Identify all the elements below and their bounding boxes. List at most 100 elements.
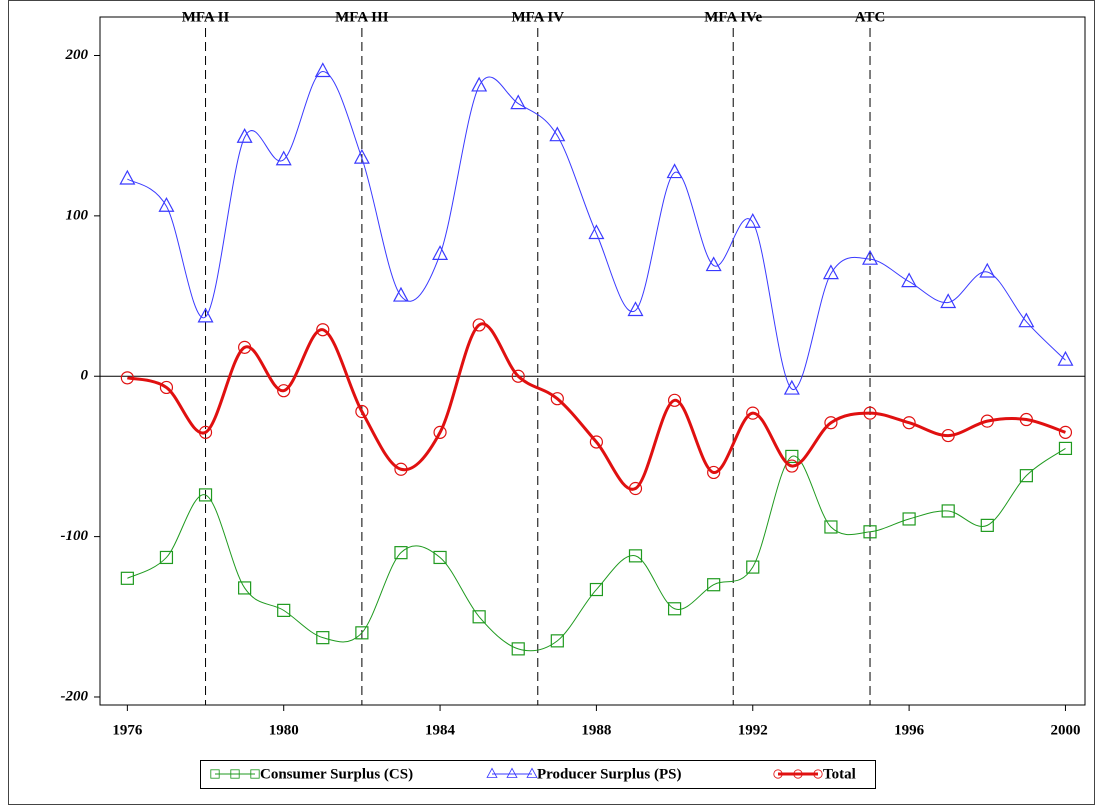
point — [746, 560, 760, 574]
point — [316, 631, 330, 645]
frame — [8, 0, 1095, 805]
annotation-label: MFA IV — [511, 9, 564, 25]
legend-label: Total — [823, 766, 856, 782]
x-tick-label: 1992 — [738, 722, 768, 738]
point — [1019, 412, 1033, 427]
point — [277, 384, 291, 398]
point — [979, 262, 996, 278]
legend-marker — [813, 769, 823, 779]
point — [236, 128, 253, 143]
point — [119, 169, 136, 185]
y-tick-label: -200 — [61, 688, 89, 704]
point — [1058, 441, 1073, 456]
legend-marker — [486, 767, 498, 778]
point — [744, 213, 761, 228]
point — [785, 449, 799, 464]
series-line — [127, 71, 1066, 390]
point — [941, 504, 955, 518]
point — [1019, 469, 1033, 483]
point — [314, 62, 331, 78]
point — [589, 435, 604, 449]
point — [392, 286, 409, 302]
point — [785, 459, 799, 473]
legend-marker — [526, 767, 538, 778]
point — [394, 462, 408, 476]
point — [940, 293, 957, 309]
y-tick-label: -100 — [61, 528, 89, 544]
point — [472, 610, 486, 624]
point — [511, 642, 525, 656]
legend-marker — [773, 769, 783, 779]
point — [355, 404, 369, 419]
point — [433, 425, 447, 439]
plot-area — [99, 16, 1086, 706]
point — [1058, 425, 1073, 439]
point — [783, 379, 800, 395]
y-tick-label: 0 — [81, 368, 89, 384]
point — [705, 256, 722, 272]
point — [158, 196, 175, 212]
point — [1018, 312, 1035, 328]
point — [667, 393, 682, 407]
x-tick-label: 1976 — [112, 722, 143, 738]
point — [550, 634, 564, 648]
point — [198, 488, 213, 502]
point — [355, 626, 369, 640]
point — [627, 301, 644, 317]
point — [862, 249, 879, 265]
series-line — [127, 322, 1066, 491]
point — [238, 581, 252, 595]
point — [316, 323, 330, 337]
point — [120, 571, 134, 585]
y-tick-label: 100 — [66, 207, 89, 223]
point — [667, 602, 682, 616]
x-tick-label: 1996 — [894, 722, 925, 738]
point — [549, 126, 566, 142]
point — [902, 512, 916, 526]
point — [275, 150, 292, 166]
point — [707, 578, 721, 592]
y-tick-label: 200 — [65, 47, 89, 63]
point — [666, 163, 683, 179]
point — [394, 546, 408, 560]
annotation-label: MFA IVe — [704, 9, 762, 25]
legend-marker — [210, 769, 220, 779]
point — [159, 550, 174, 565]
point — [824, 416, 838, 430]
legend-box — [200, 760, 876, 789]
point — [433, 550, 447, 565]
x-tick-label: 1980 — [269, 722, 299, 738]
x-tick-label: 1984 — [425, 722, 456, 738]
point — [746, 406, 760, 420]
annotation-label: ATC — [855, 9, 886, 25]
point — [863, 525, 877, 539]
point — [980, 414, 994, 428]
legend-marker — [250, 769, 260, 779]
series-line — [127, 447, 1066, 652]
legend-marker — [793, 769, 803, 779]
point — [941, 428, 955, 443]
point — [628, 549, 643, 563]
point — [353, 148, 370, 164]
point — [472, 318, 486, 332]
point — [589, 582, 604, 597]
point — [159, 380, 174, 395]
point — [197, 307, 214, 323]
point — [902, 416, 916, 430]
legend-marker — [230, 769, 240, 779]
point — [471, 76, 488, 92]
point — [198, 425, 213, 439]
annotation-label: MFA III — [335, 9, 389, 25]
x-tick-label: 2000 — [1050, 722, 1080, 738]
point — [863, 406, 877, 420]
point — [822, 264, 839, 280]
point — [432, 245, 449, 260]
x-tick-label: 1988 — [581, 722, 611, 738]
legend-label: Consumer Surplus (CS) — [260, 766, 413, 782]
point — [120, 371, 134, 385]
point — [511, 369, 525, 383]
annotation-label: MFA II — [182, 9, 230, 25]
point — [980, 518, 994, 532]
point — [628, 481, 643, 496]
